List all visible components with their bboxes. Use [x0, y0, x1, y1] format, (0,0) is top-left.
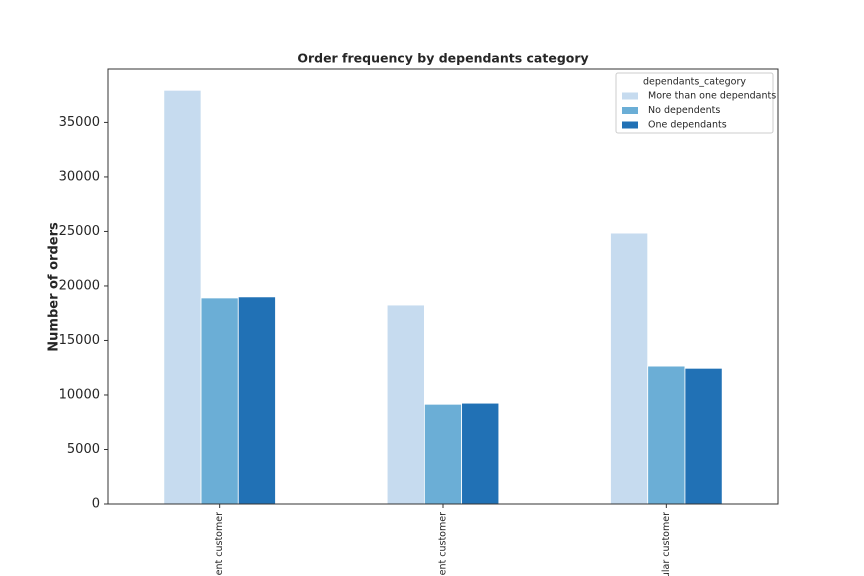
bar [386, 304, 425, 505]
legend-label: One dependants [648, 120, 727, 131]
legend-swatch [622, 107, 638, 114]
bar [423, 403, 463, 505]
bar [610, 232, 649, 505]
x-tick-label: Non-frequent customer [438, 512, 449, 576]
y-tick-label: 10000 [59, 387, 100, 402]
bar [163, 89, 202, 505]
bar [237, 296, 276, 505]
legend-box [615, 72, 774, 134]
chart-title: Order frequency by dependants category [297, 51, 588, 66]
y-tick-label: 20000 [59, 278, 100, 293]
y-axis-title: Number of orders [47, 222, 62, 352]
y-tick-label: 5000 [67, 442, 100, 457]
plot-frame [107, 68, 779, 505]
y-tick-label: 15000 [59, 333, 100, 348]
legend: dependants_category More than one dependa… [615, 72, 776, 134]
x-tick-label: Frequent customer [214, 512, 225, 576]
legend-swatch [622, 92, 638, 100]
bar [647, 365, 686, 505]
x-tick-label: Regular customer [661, 512, 672, 576]
legend-label: More than one dependants [648, 91, 776, 102]
y-tick-label: 30000 [59, 169, 100, 184]
bar [200, 297, 239, 505]
legend-label: No dependents [648, 105, 720, 116]
legend-swatch [622, 121, 638, 129]
y-tick-label: 25000 [59, 224, 100, 239]
legend-title: dependants_category [643, 77, 746, 88]
bar [461, 402, 500, 505]
y-tick-label: 0 [92, 497, 100, 512]
bar [684, 367, 723, 505]
y-tick-label: 35000 [59, 115, 100, 130]
